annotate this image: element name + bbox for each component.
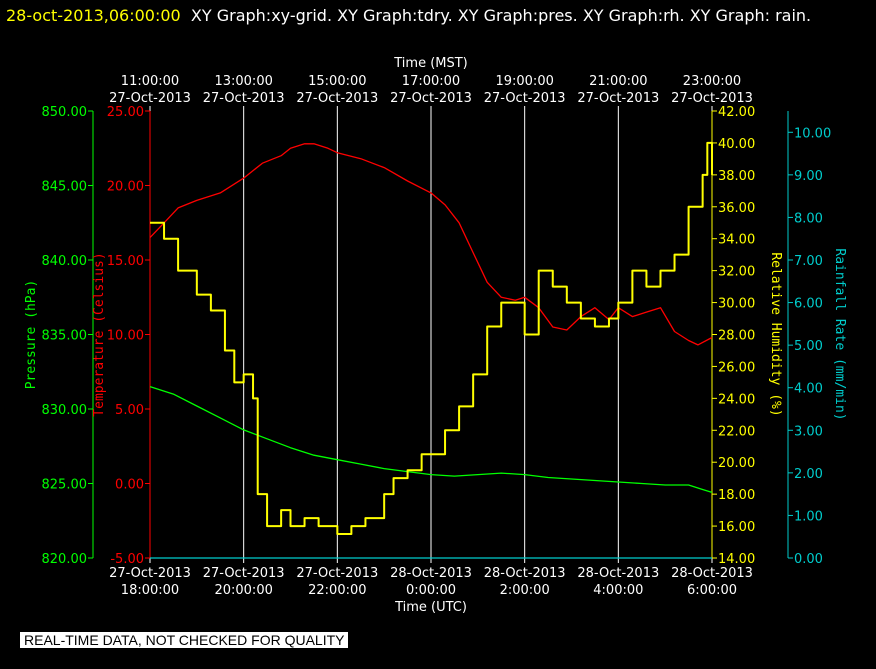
humidity-tick-label: 26.00 — [718, 360, 755, 375]
humidity-tick-label: 42.00 — [718, 105, 755, 120]
temperature-tick-label: 20.00 — [107, 180, 144, 195]
humidity-tick-label: 36.00 — [718, 201, 755, 216]
x-bottom-tick-time: 4:00:00 — [593, 583, 643, 598]
temperature-tick-label: 5.00 — [115, 403, 144, 418]
rain-axis-label: Rainfall Rate (mm/min) — [832, 248, 847, 420]
x-top-tick-time: 23:00:00 — [683, 74, 741, 89]
pressure-series-line — [149, 385, 713, 494]
x-top-tick-date: 27-Oct-2013 — [109, 91, 191, 106]
rain-tick-label: 8.00 — [794, 211, 823, 226]
x-bottom-tick-date: 27-Oct-2013 — [296, 566, 378, 581]
x-bottom-tick-date: 28-Oct-2013 — [671, 566, 753, 581]
graph-list: XY Graph:xy-grid. XY Graph:tdry. XY Grap… — [190, 6, 812, 25]
humidity-tick-label: 40.00 — [718, 137, 755, 152]
timestamp: 28-oct-2013,06:00:00 — [6, 6, 181, 25]
pressure-axis-label: Pressure (hPa) — [24, 280, 39, 390]
rain-tick-label: 7.00 — [794, 254, 823, 269]
x-bottom-tick-time: 20:00:00 — [214, 583, 272, 598]
pressure-tick-label: 840.00 — [42, 254, 88, 269]
x-bottom-tick-time: 6:00:00 — [687, 583, 737, 598]
x-bottom-tick-time: 18:00:00 — [121, 583, 179, 598]
x-bottom-tick-time: 22:00:00 — [308, 583, 366, 598]
temperature-axis-label: Temperature (Celsius) — [92, 252, 107, 416]
rain-tick-label: 9.00 — [794, 169, 823, 184]
rain-tick-label: 5.00 — [794, 339, 823, 354]
temperature-tick-label: 25.00 — [107, 105, 144, 120]
temperature-tick-label: 15.00 — [107, 254, 144, 269]
temperature-tick-label: 10.00 — [107, 329, 144, 344]
x-bottom-tick-date: 27-Oct-2013 — [109, 566, 191, 581]
pressure-tick-label: 835.00 — [42, 329, 88, 344]
x-top-tick-time: 11:00:00 — [121, 74, 179, 89]
pressure-tick-label: 830.00 — [42, 403, 88, 418]
x-bottom-tick-time: 0:00:00 — [406, 583, 456, 598]
temperature-series-line — [149, 143, 713, 346]
humidity-series-line — [150, 141, 713, 536]
x-top-tick-time: 17:00:00 — [402, 74, 460, 89]
x-axis-label-utc: Time (UTC) — [394, 600, 467, 615]
x-top-tick-time: 19:00:00 — [495, 74, 553, 89]
x-top-tick-date: 27-Oct-2013 — [296, 91, 378, 106]
pressure-tick-label: 845.00 — [42, 180, 88, 195]
x-top-tick-time: 21:00:00 — [589, 74, 647, 89]
rain-tick-label: 1.00 — [794, 509, 823, 524]
humidity-tick-label: 14.00 — [718, 552, 755, 567]
x-bottom-tick-time: 2:00:00 — [500, 583, 550, 598]
rain-tick-label: 0.00 — [794, 552, 823, 567]
x-bottom-tick-date: 28-Oct-2013 — [577, 566, 659, 581]
x-bottom-tick-date: 28-Oct-2013 — [484, 566, 566, 581]
chart-title: 28-oct-2013,06:00:00 XY Graph:xy-grid. X… — [6, 2, 866, 30]
temperature-tick-label: -5.00 — [110, 552, 144, 567]
humidity-tick-label: 34.00 — [718, 233, 755, 248]
rain-tick-label: 3.00 — [794, 424, 823, 439]
rain-tick-label: 4.00 — [794, 382, 823, 397]
humidity-tick-label: 28.00 — [718, 329, 755, 344]
pressure-tick-label: 820.00 — [42, 552, 88, 567]
x-top-tick-date: 27-Oct-2013 — [671, 91, 753, 106]
x-bottom-tick-date: 28-Oct-2013 — [390, 566, 472, 581]
quality-notice: REAL-TIME DATA, NOT CHECKED FOR QUALITY — [20, 632, 349, 648]
x-bottom-tick-date: 27-Oct-2013 — [203, 566, 285, 581]
x-top-tick-date: 27-Oct-2013 — [390, 91, 472, 106]
humidity-tick-label: 38.00 — [718, 169, 755, 184]
x-axis-label-mst: Time (MST) — [393, 56, 468, 71]
humidity-tick-label: 30.00 — [718, 297, 755, 312]
x-top-tick-date: 27-Oct-2013 — [203, 91, 285, 106]
humidity-tick-label: 18.00 — [718, 488, 755, 503]
humidity-tick-label: 22.00 — [718, 424, 755, 439]
x-top-tick-date: 27-Oct-2013 — [484, 91, 566, 106]
x-top-tick-date: 27-Oct-2013 — [577, 91, 659, 106]
x-top-tick-time: 15:00:00 — [308, 74, 366, 89]
humidity-tick-label: 16.00 — [718, 520, 755, 535]
humidity-axis-label: Relative Humidity (%) — [768, 252, 783, 416]
rain-tick-label: 2.00 — [794, 467, 823, 482]
humidity-tick-label: 32.00 — [718, 265, 755, 280]
humidity-tick-label: 24.00 — [718, 392, 755, 407]
pressure-tick-label: 850.00 — [42, 105, 88, 120]
rain-tick-label: 6.00 — [794, 297, 823, 312]
rain-tick-label: 10.00 — [794, 126, 831, 141]
x-top-tick-time: 13:00:00 — [214, 74, 272, 89]
humidity-tick-label: 20.00 — [718, 456, 755, 471]
temperature-tick-label: 0.00 — [115, 478, 144, 493]
pressure-tick-label: 825.00 — [42, 478, 88, 493]
